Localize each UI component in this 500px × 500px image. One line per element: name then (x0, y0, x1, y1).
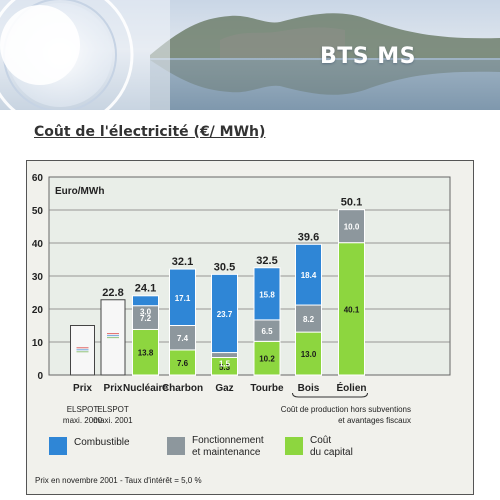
bar-eolien-1 (338, 209, 365, 244)
total-label: 30.5 (214, 261, 235, 273)
legend-swatch (285, 437, 303, 455)
price-bar-prix-2000 (70, 325, 95, 376)
landscape-image (0, 0, 500, 110)
y-tick-label: 50 (32, 206, 44, 217)
legend-swatch (167, 437, 185, 455)
y-tick-label: 10 (32, 338, 44, 349)
bar-eolien-0 (338, 242, 365, 376)
x-tick-label: Tourbe (250, 383, 284, 394)
bar-charbon-0 (169, 349, 196, 376)
x-tick-label: Éolien (336, 381, 366, 394)
segment-label: 40.1 (344, 305, 360, 314)
total-label: 50.1 (341, 197, 362, 209)
total-label: 24.1 (135, 282, 156, 294)
y-tick-label: 40 (32, 239, 44, 250)
bracket (292, 392, 368, 398)
total-label: 39.6 (298, 231, 319, 243)
segment-label: 8.2 (303, 315, 315, 324)
chart-panel: 0 10 20 30 40 50 60 Euro/MWh 13.8 7.2 3.0 7.6 7.4 17.… (26, 160, 474, 495)
y-tick-label: 30 (32, 272, 44, 283)
total-label: 22.8 (102, 287, 123, 299)
annotation-line: et avantages fiscaux (338, 416, 411, 425)
segment-label: 7.6 (177, 359, 189, 368)
segment-label: 17.1 (175, 294, 191, 303)
bar-nucleaire-2 (132, 295, 159, 307)
bar-bois-0 (295, 331, 322, 376)
segment-label: 18.4 (301, 271, 317, 280)
total-label: 32.5 (256, 255, 277, 267)
segment-label: 13.0 (301, 350, 317, 359)
segment-label: 6.5 (261, 327, 273, 336)
legend-swatch (49, 437, 67, 455)
segment-label: 7.4 (177, 334, 189, 343)
y-tick-label: 0 (37, 371, 43, 382)
legend-label: et maintenance (192, 447, 261, 458)
bar-tourbe-0 (253, 340, 281, 376)
bar-charbon-1 (169, 325, 196, 351)
x-tick-sublabel: maxi. 2001 (93, 416, 133, 425)
legend-label: Combustible (74, 437, 130, 448)
bar-gaz-2 (211, 273, 238, 354)
y-tick-label: 20 (32, 305, 44, 316)
bar-charbon-2 (169, 268, 196, 326)
x-tick-label: Prix (104, 383, 123, 394)
segment-label: 15.8 (259, 290, 275, 299)
segment-label: 5.3 (219, 363, 231, 372)
y-tick-label: 60 (32, 173, 44, 184)
cost-chart: 0 10 20 30 40 50 60 Euro/MWh 13.8 7.23.0 7.6 7.4 17.… (32, 173, 451, 485)
x-tick-label: Bois (298, 383, 320, 394)
header-banner: BTS MS (0, 0, 500, 110)
x-tick-sublabel: ELSPOT (97, 405, 129, 414)
bar-bois-1 (295, 304, 322, 333)
total-label: 32.1 (172, 256, 193, 268)
bar-bois-2 (295, 243, 322, 306)
annotation-line: Coût de production hors subventions (281, 405, 411, 414)
bar-gaz-1 (211, 352, 238, 359)
bar-nucleaire-0 (132, 328, 159, 376)
x-tick-label: Prix (73, 383, 92, 394)
segment-label: 10.0 (344, 223, 360, 232)
page-title: Coût de l'électricité (€/ MWh) (34, 124, 266, 140)
segment-label: 1.5 (219, 360, 231, 369)
legend-label: du capital (310, 447, 353, 458)
banner-title: BTS MS (320, 44, 417, 69)
segment-label: 3.0 (140, 308, 152, 317)
x-tick-label: Charbon (162, 383, 203, 394)
legend-label: Fonctionnement (192, 435, 264, 446)
bar-tourbe-2 (253, 267, 281, 321)
x-tick-sublabel: maxi. 2000 (63, 416, 103, 425)
x-tick-label: Gaz (215, 383, 233, 394)
segment-label: 7.2 (140, 314, 152, 323)
x-tick-sublabel: ELSPOT (67, 405, 99, 414)
unit-label: Euro/MWh (55, 186, 104, 197)
legend-label: Coût (310, 435, 331, 446)
segment-label: 23.7 (217, 310, 233, 319)
segment-label: 10.2 (259, 355, 275, 364)
segment-label: 13.8 (138, 349, 154, 358)
footnote: Prix en novembre 2001 - Taux d'intérêt =… (35, 476, 202, 485)
x-tick-label: Nucléaire (123, 383, 168, 394)
